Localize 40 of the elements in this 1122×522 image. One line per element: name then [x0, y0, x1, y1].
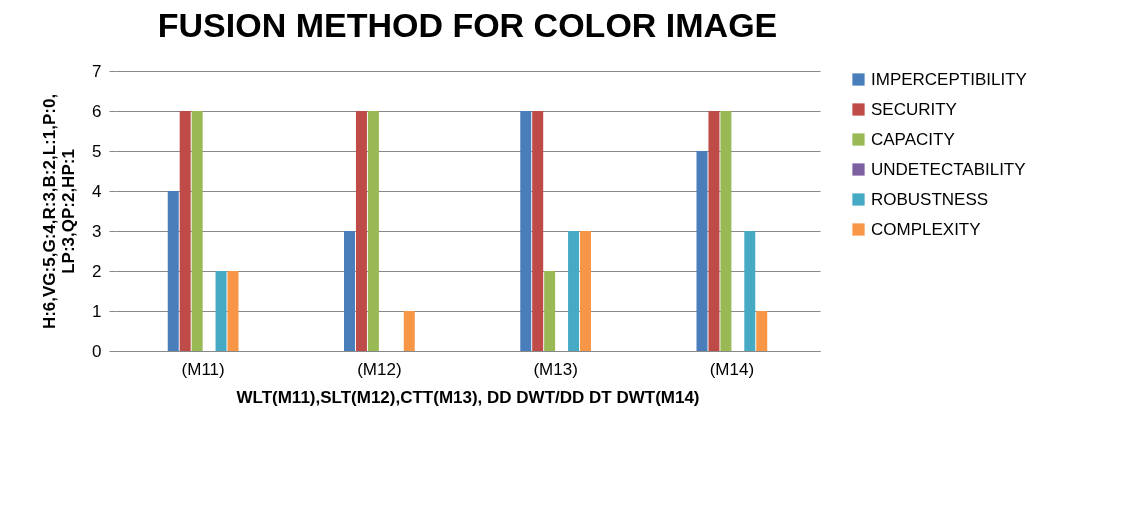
- bar: [544, 271, 556, 351]
- bar: [367, 111, 379, 351]
- x-tick-label: (M14): [709, 359, 755, 379]
- bar: [520, 111, 532, 351]
- bar: [696, 151, 708, 351]
- bar: [532, 111, 544, 351]
- legend-label: ROBUSTNESS: [871, 189, 989, 209]
- bar: [167, 191, 179, 351]
- y-tick-label: 5: [92, 141, 102, 161]
- y-tick-label: 3: [92, 221, 102, 241]
- x-axis-title: WLT(M11),SLT(M12),CTT(M13), DD DWT/DD DT DWT(M14): [236, 387, 700, 407]
- bar: [227, 271, 239, 351]
- x-tick-label: (M11): [181, 359, 225, 379]
- y-tick-label: 0: [92, 341, 102, 361]
- legend-label: UNDETECTABILITY: [871, 159, 1026, 179]
- bar: [580, 231, 591, 351]
- x-tick-label: (M12): [357, 359, 402, 379]
- y-tick-label: 6: [92, 101, 102, 121]
- legend-label: SECURITY: [871, 99, 957, 119]
- bar: [708, 111, 720, 351]
- y-tick-label: 2: [92, 261, 102, 281]
- legend-label: IMPERCEPTIBILITY: [871, 69, 1027, 89]
- bar: [568, 231, 580, 351]
- bar: [344, 231, 355, 351]
- bar: [215, 271, 227, 351]
- bar: [191, 111, 203, 351]
- legend-label: COMPLEXITY: [871, 219, 981, 239]
- bar: [744, 231, 756, 351]
- bar: [179, 111, 191, 351]
- bar: [720, 111, 732, 351]
- y-tick-label: 7: [92, 61, 102, 81]
- y-tick-label: 4: [92, 181, 102, 201]
- y-axis-title: H:6,VG:5,G:4,R:3,B:2,L:1,P:0, LP:3,QP:2,HP:1: [40, 93, 79, 330]
- bar: [403, 311, 415, 351]
- bar: [756, 311, 768, 351]
- y-tick-label: 1: [92, 301, 102, 321]
- chart-title: FUSION METHOD FOR COLOR IMAGE: [157, 6, 778, 44]
- legend-label: CAPACITY: [871, 129, 955, 149]
- x-tick-label: (M13): [533, 359, 578, 379]
- bar: [355, 111, 367, 351]
